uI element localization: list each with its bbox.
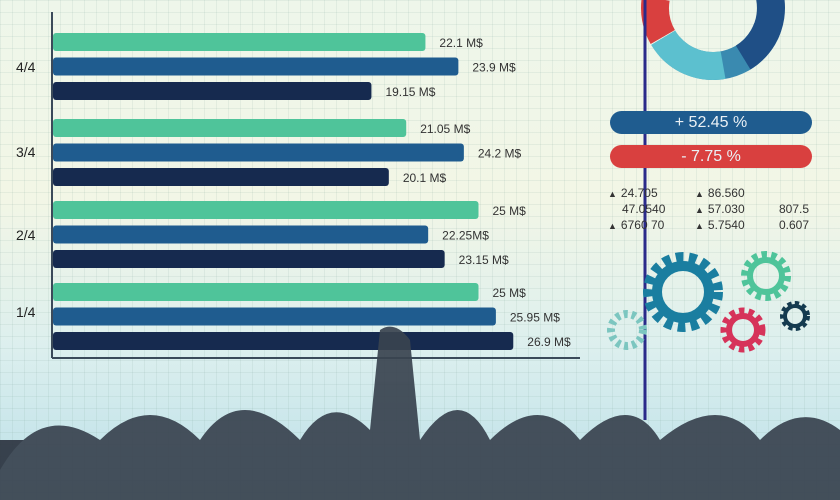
bar	[53, 82, 372, 100]
data-label: 20.1 M$	[403, 171, 447, 185]
data-label: 24.2 M$	[478, 147, 522, 161]
bar	[53, 119, 407, 137]
data-label: 23.9 M$	[472, 61, 516, 75]
negative-change-badge: - 7.75 %	[610, 145, 812, 168]
gear-icon	[720, 307, 766, 353]
bar	[53, 307, 496, 326]
data-label: 23.15 M$	[459, 253, 509, 267]
meeting-photo	[0, 326, 840, 500]
row-label: 1/4	[16, 304, 36, 320]
data-label: 22.1 M$	[439, 36, 483, 50]
bar	[53, 332, 514, 350]
up-arrow-icon: ▲	[695, 205, 704, 215]
gear-icon	[607, 310, 647, 350]
row-label: 4/4	[16, 59, 36, 75]
row-label: 2/4	[16, 227, 36, 243]
stat: ▲ 86.560	[695, 186, 745, 200]
gear-icon	[643, 252, 723, 332]
bar	[53, 283, 479, 301]
up-arrow-icon: ▲	[695, 189, 704, 199]
up-arrow-icon: ▲	[608, 189, 617, 199]
data-label: 25 M$	[493, 204, 527, 218]
data-label: 19.15 M$	[385, 85, 435, 99]
stat: ▲ 5.7540	[695, 218, 745, 232]
stat: 0.607	[779, 218, 810, 232]
stat: 807.5	[779, 202, 810, 216]
stat: 47.0540	[622, 202, 666, 216]
data-label: 22.25M$	[442, 229, 489, 243]
row-label: 3/4	[16, 144, 36, 160]
bar	[53, 201, 479, 219]
data-label: 21.05 M$	[420, 122, 470, 136]
donut-chart-icon	[641, 0, 785, 80]
bar	[53, 57, 459, 76]
bar	[53, 143, 464, 162]
stat: ▲ 24.705	[608, 186, 658, 200]
up-arrow-icon: ▲	[608, 221, 617, 231]
bar	[53, 168, 389, 186]
gear-icon	[741, 251, 791, 301]
data-label: 26.9 M$	[527, 335, 571, 349]
bar	[53, 33, 426, 51]
stat: ▲ 57.030	[695, 202, 745, 216]
up-arrow-icon: ▲	[695, 221, 704, 231]
stat: ▲ 6760 70	[608, 218, 665, 232]
bar	[53, 225, 429, 244]
positive-change-badge: + 52.45 %	[610, 111, 812, 134]
gear-icon	[780, 301, 810, 331]
bar	[53, 250, 445, 268]
data-label: 25 M$	[493, 286, 527, 300]
data-label: 25.95 M$	[510, 311, 560, 325]
